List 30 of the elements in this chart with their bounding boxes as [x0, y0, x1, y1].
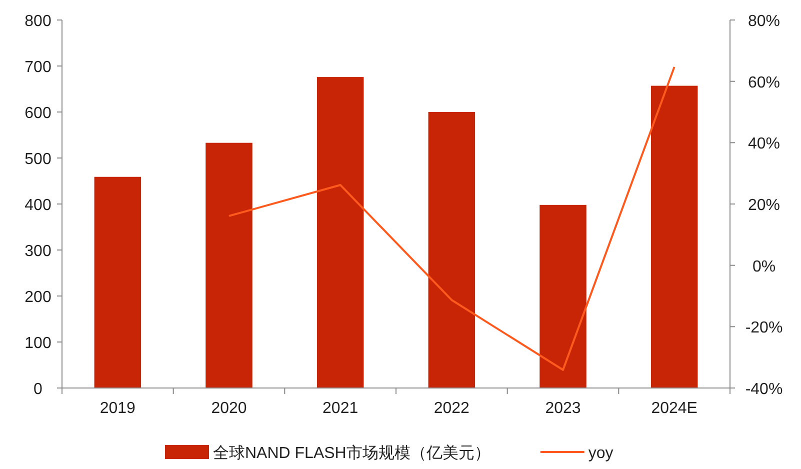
y-tick-label: 800: [24, 13, 52, 30]
bar: [206, 142, 252, 388]
y-tick-label: 0: [34, 381, 43, 398]
x-tick-label: 2023: [545, 400, 581, 417]
y2-tick-label: 20%: [748, 197, 780, 214]
legend-label: 全球NAND FLASH市场规模（亿美元）: [213, 444, 490, 462]
y-tick-label: 600: [24, 105, 52, 122]
y2-tick-label: -20%: [745, 320, 783, 337]
legend-label: yoy: [588, 445, 614, 462]
y2-tick-label: 0%: [752, 258, 776, 276]
y-tick-label: 500: [24, 151, 52, 168]
y-tick-label: 400: [24, 197, 52, 214]
y2-tick-label: -40%: [745, 381, 783, 398]
x-tick-label: 2019: [100, 400, 136, 417]
y2-tick-label: 40%: [748, 136, 780, 153]
y-tick-label: 300: [24, 243, 52, 260]
y-tick-label: 700: [24, 59, 52, 76]
bar: [428, 112, 476, 388]
x-tick-label: 2022: [434, 400, 470, 417]
y2-tick-label: 80%: [748, 13, 780, 30]
x-tick-label: 2021: [322, 400, 358, 417]
x-tick-label: 2024E: [651, 400, 698, 417]
bar: [94, 176, 142, 388]
y2-tick-label: 60%: [748, 74, 780, 92]
y-tick-label: 100: [24, 335, 52, 352]
bar: [316, 77, 364, 388]
y-tick-label: 200: [24, 289, 52, 306]
bar: [540, 204, 586, 388]
bar: [650, 86, 698, 388]
x-tick-label: 2020: [211, 400, 247, 417]
